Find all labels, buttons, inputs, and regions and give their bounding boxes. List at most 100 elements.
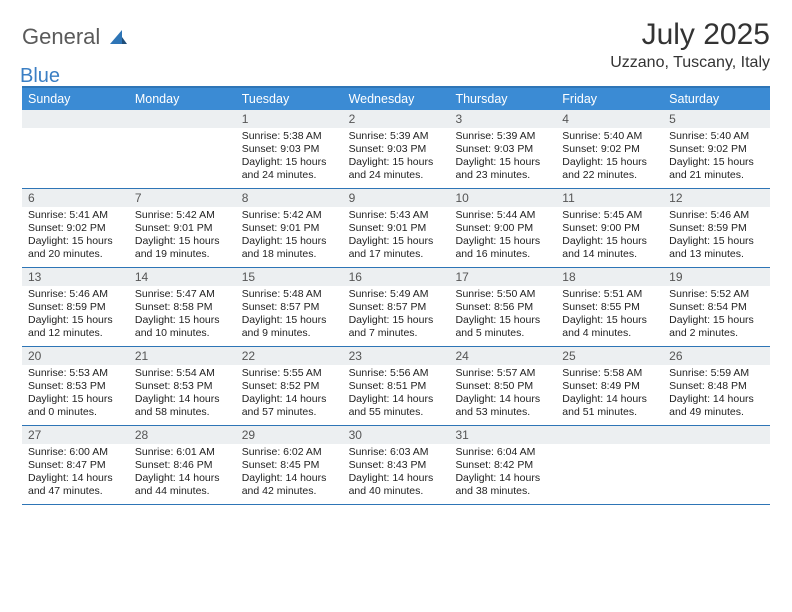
calendar-cell: 5Sunrise: 5:40 AMSunset: 9:02 PMDaylight… [663, 110, 770, 188]
calendar-cell: 9Sunrise: 5:43 AMSunset: 9:01 PMDaylight… [343, 189, 450, 267]
sunrise-line: Sunrise: 6:04 AM [455, 446, 550, 459]
sunset-line: Sunset: 8:48 PM [669, 380, 764, 393]
cell-body: Sunrise: 5:38 AMSunset: 9:03 PMDaylight:… [236, 128, 343, 187]
cell-body: Sunrise: 5:59 AMSunset: 8:48 PMDaylight:… [663, 365, 770, 424]
cell-body: Sunrise: 5:50 AMSunset: 8:56 PMDaylight:… [449, 286, 556, 345]
sunrise-line: Sunrise: 5:38 AM [242, 130, 337, 143]
day-number: 5 [663, 110, 770, 128]
calendar-cell: 20Sunrise: 5:53 AMSunset: 8:53 PMDayligh… [22, 347, 129, 425]
cell-body: Sunrise: 5:48 AMSunset: 8:57 PMDaylight:… [236, 286, 343, 345]
sunset-line: Sunset: 8:53 PM [135, 380, 230, 393]
sunrise-line: Sunrise: 5:40 AM [562, 130, 657, 143]
calendar-cell: 3 Sunrise: 5:39 AMSunset: 9:03 PMDaylight… [449, 110, 556, 188]
day-number: 28 [129, 426, 236, 444]
sunrise-line: Sunrise: 5:39 AM [455, 130, 550, 143]
daylight-line: Daylight: 15 hours and 10 minutes. [135, 314, 230, 340]
daylight-line: Daylight: 15 hours and 4 minutes. [562, 314, 657, 340]
sunset-line: Sunset: 9:03 PM [455, 143, 550, 156]
sunset-line: Sunset: 8:59 PM [669, 222, 764, 235]
calendar-cell [556, 426, 663, 504]
cell-body: Sunrise: 5:39 AMSunset: 9:03 PMDaylight:… [343, 128, 450, 187]
cell-body: Sunrise: 5:42 AMSunset: 9:01 PMDaylight:… [129, 207, 236, 266]
day-number: 12 [663, 189, 770, 207]
day-number [22, 110, 129, 128]
calendar-cell: 4Sunrise: 5:40 AMSunset: 9:02 PMDaylight… [556, 110, 663, 188]
daylight-line: Daylight: 15 hours and 24 minutes. [242, 156, 337, 182]
calendar-cell: 16Sunrise: 5:49 AMSunset: 8:57 PMDayligh… [343, 268, 450, 346]
daylight-line: Daylight: 15 hours and 18 minutes. [242, 235, 337, 261]
daylight-line: Daylight: 14 hours and 47 minutes. [28, 472, 123, 498]
calendar-cell: 7Sunrise: 5:42 AMSunset: 9:01 PMDaylight… [129, 189, 236, 267]
sunset-line: Sunset: 8:59 PM [28, 301, 123, 314]
cell-body: Sunrise: 5:43 AMSunset: 9:01 PMDaylight:… [343, 207, 450, 266]
sunrise-line: Sunrise: 5:56 AM [349, 367, 444, 380]
sunrise-line: Sunrise: 5:42 AM [242, 209, 337, 222]
weekday-header: Tuesday [236, 88, 343, 110]
calendar-cell: 23Sunrise: 5:56 AMSunset: 8:51 PMDayligh… [343, 347, 450, 425]
daylight-line: Daylight: 15 hours and 22 minutes. [562, 156, 657, 182]
calendar-cell [22, 110, 129, 188]
sunset-line: Sunset: 8:53 PM [28, 380, 123, 393]
sunset-line: Sunset: 8:58 PM [135, 301, 230, 314]
sunrise-line: Sunrise: 5:45 AM [562, 209, 657, 222]
cell-body: Sunrise: 5:52 AMSunset: 8:54 PMDaylight:… [663, 286, 770, 345]
cell-body: Sunrise: 5:49 AMSunset: 8:57 PMDaylight:… [343, 286, 450, 345]
daylight-line: Daylight: 15 hours and 0 minutes. [28, 393, 123, 419]
daylight-line: Daylight: 15 hours and 20 minutes. [28, 235, 123, 261]
day-number: 17 [449, 268, 556, 286]
day-number: 3 [449, 110, 556, 128]
daylight-line: Daylight: 15 hours and 2 minutes. [669, 314, 764, 340]
sunset-line: Sunset: 9:02 PM [669, 143, 764, 156]
sunrise-line: Sunrise: 6:01 AM [135, 446, 230, 459]
daylight-line: Daylight: 15 hours and 9 minutes. [242, 314, 337, 340]
daylight-line: Daylight: 15 hours and 5 minutes. [455, 314, 550, 340]
sunset-line: Sunset: 8:47 PM [28, 459, 123, 472]
day-number: 29 [236, 426, 343, 444]
calendar-cell: 14Sunrise: 5:47 AMSunset: 8:58 PMDayligh… [129, 268, 236, 346]
calendar-cell: 15Sunrise: 5:48 AMSunset: 8:57 PMDayligh… [236, 268, 343, 346]
day-number: 19 [663, 268, 770, 286]
sunset-line: Sunset: 8:45 PM [242, 459, 337, 472]
sunrise-line: Sunrise: 5:55 AM [242, 367, 337, 380]
cell-body: Sunrise: 5:41 AMSunset: 9:02 PMDaylight:… [22, 207, 129, 266]
weekday-header: Friday [556, 88, 663, 110]
weekday-header: Monday [129, 88, 236, 110]
sunrise-line: Sunrise: 5:43 AM [349, 209, 444, 222]
sunset-line: Sunset: 8:43 PM [349, 459, 444, 472]
day-number [129, 110, 236, 128]
day-number: 20 [22, 347, 129, 365]
sunset-line: Sunset: 8:55 PM [562, 301, 657, 314]
cell-body: Sunrise: 5:42 AMSunset: 9:01 PMDaylight:… [236, 207, 343, 266]
day-number: 14 [129, 268, 236, 286]
day-number: 2 [343, 110, 450, 128]
cell-body: Sunrise: 5:55 AMSunset: 8:52 PMDaylight:… [236, 365, 343, 424]
day-number: 18 [556, 268, 663, 286]
day-number: 15 [236, 268, 343, 286]
sunset-line: Sunset: 9:01 PM [349, 222, 444, 235]
sunset-line: Sunset: 9:01 PM [242, 222, 337, 235]
weekday-header: Saturday [663, 88, 770, 110]
sunrise-line: Sunrise: 5:46 AM [28, 288, 123, 301]
sunset-line: Sunset: 8:51 PM [349, 380, 444, 393]
daylight-line: Daylight: 15 hours and 16 minutes. [455, 235, 550, 261]
sunset-line: Sunset: 8:50 PM [455, 380, 550, 393]
daylight-line: Daylight: 14 hours and 58 minutes. [135, 393, 230, 419]
day-number: 7 [129, 189, 236, 207]
calendar-week-row: 20Sunrise: 5:53 AMSunset: 8:53 PMDayligh… [22, 347, 770, 426]
calendar-cell: 1Sunrise: 5:38 AMSunset: 9:03 PMDaylight… [236, 110, 343, 188]
daylight-line: Daylight: 15 hours and 13 minutes. [669, 235, 764, 261]
calendar-cell: 21Sunrise: 5:54 AMSunset: 8:53 PMDayligh… [129, 347, 236, 425]
cell-body: Sunrise: 6:01 AMSunset: 8:46 PMDaylight:… [129, 444, 236, 503]
sunrise-line: Sunrise: 5:49 AM [349, 288, 444, 301]
sunrise-line: Sunrise: 5:39 AM [349, 130, 444, 143]
sunrise-line: Sunrise: 6:02 AM [242, 446, 337, 459]
calendar-cell: 24Sunrise: 5:57 AMSunset: 8:50 PMDayligh… [449, 347, 556, 425]
day-number: 13 [22, 268, 129, 286]
cell-body: Sunrise: 5:40 AMSunset: 9:02 PMDaylight:… [556, 128, 663, 187]
daylight-line: Daylight: 14 hours and 49 minutes. [669, 393, 764, 419]
daylight-line: Daylight: 15 hours and 23 minutes. [455, 156, 550, 182]
sunset-line: Sunset: 9:01 PM [135, 222, 230, 235]
day-number: 23 [343, 347, 450, 365]
cell-body: Sunrise: 5:40 AMSunset: 9:02 PMDaylight:… [663, 128, 770, 187]
calendar-cell: 29Sunrise: 6:02 AMSunset: 8:45 PMDayligh… [236, 426, 343, 504]
